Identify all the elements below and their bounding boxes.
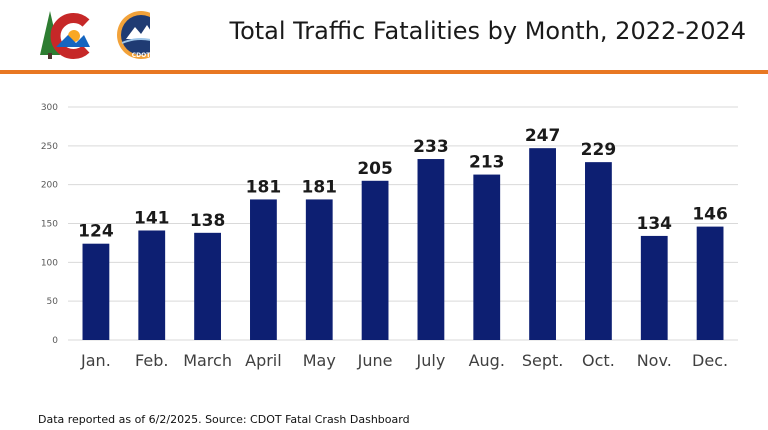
y-tick-label: 100 [41,258,58,268]
bar-nov [640,235,668,340]
bar-june [361,180,389,340]
category-label: Oct. [582,351,615,370]
bar-jan [82,243,110,340]
source-footnote: Data reported as of 6/2/2025. Source: CD… [38,413,410,426]
data-label: 205 [357,159,393,179]
data-label: 124 [78,222,114,242]
y-tick-label: 50 [47,297,59,307]
data-label: 138 [190,211,226,231]
bar-april [250,199,277,340]
y-tick-label: 200 [41,181,58,191]
bar-oct [585,162,612,340]
data-label: 146 [692,205,728,225]
category-label: May [303,351,336,370]
header-divider [0,70,768,74]
category-label: Aug. [469,351,505,370]
cdot-logo-text: CDOT [131,52,151,59]
gridlines [68,106,738,341]
y-tick-label: 0 [52,336,58,346]
data-label: 181 [246,177,282,197]
cdot-logo: CDOT [38,9,165,63]
page-title: Total Traffic Fatalities by Month, 2022-… [229,17,746,45]
data-label: 233 [413,137,449,157]
y-tick-label: 300 [41,103,58,113]
y-tick-label: 250 [41,142,58,152]
bar-march [194,232,221,340]
category-label: Feb. [135,351,168,370]
data-label: 181 [302,177,338,197]
data-label: 247 [525,126,561,146]
bar-sept [529,148,556,340]
data-label: 213 [469,153,505,173]
category-label: July [416,351,446,370]
data-label: 229 [581,140,617,160]
bar-aug [473,174,501,340]
y-tick-label: 150 [41,220,58,230]
data-labels: 124 141 138 181 181 205 233 213 247 229 134 146 [78,126,728,242]
category-label: Jan. [80,351,111,370]
bar-july [417,159,445,340]
bar-feb [138,230,166,340]
category-label: Sept. [522,351,564,370]
category-label: Dec. [692,351,728,370]
category-label: Nov. [637,351,672,370]
category-label: June [357,351,393,370]
data-label: 134 [637,214,673,234]
bar-may [305,199,333,340]
bar-dec [696,226,724,340]
bar-chart: 0 50 100 150 200 250 300 124 141 138 181 181 205 233… [41,103,738,370]
category-labels: Jan. Feb. March April May June July Aug. Sept. Oc… [80,351,728,370]
category-label: March [183,351,232,370]
bars [82,148,724,340]
colorado-c-icon [50,13,90,59]
header-bar: CDOT Total Traffic Fatalities by Month, … [0,0,768,70]
data-label: 141 [134,208,170,228]
category-label: April [245,351,282,370]
y-axis-ticks: 0 50 100 150 200 250 300 [41,103,58,346]
